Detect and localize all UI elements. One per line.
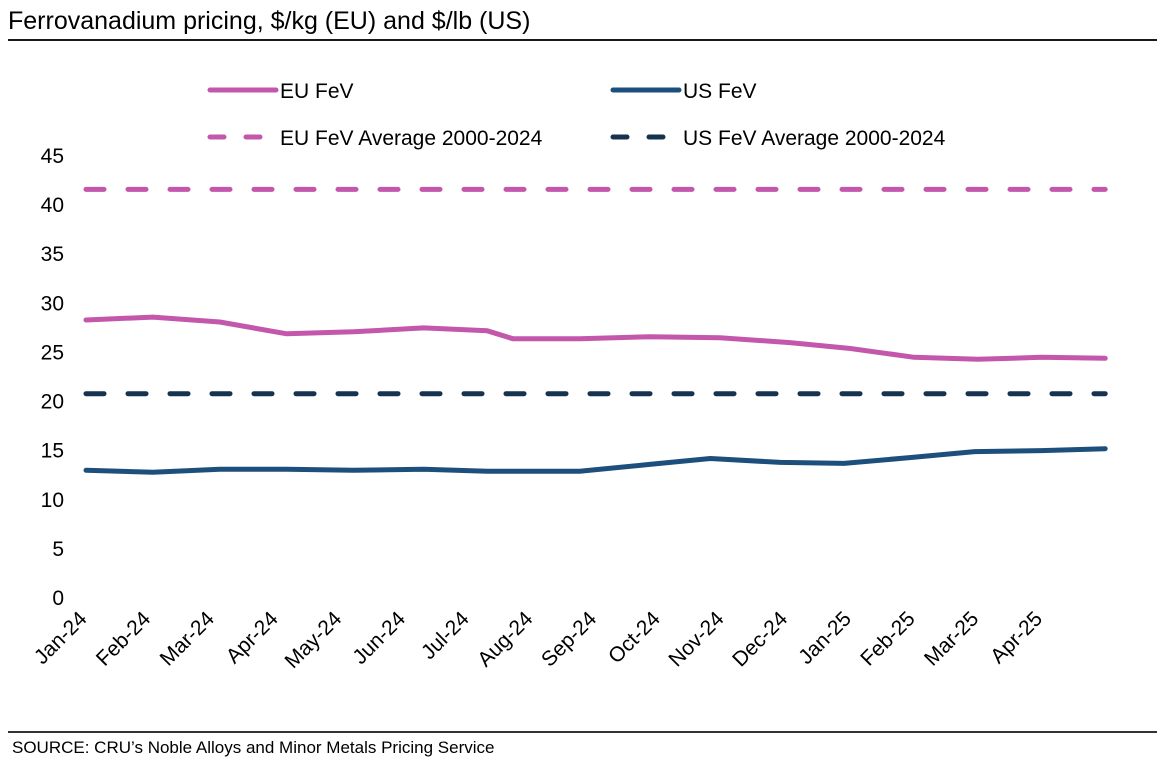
y-tick-label: 5 bbox=[52, 538, 64, 561]
legend-label: US FeV Average 2000-2024 bbox=[683, 127, 946, 150]
x-tick-label: Apr-24 bbox=[222, 607, 283, 668]
legend-label: EU FeV Average 2000-2024 bbox=[280, 127, 543, 150]
legend-item: US FeV bbox=[610, 80, 757, 103]
y-tick-label: 40 bbox=[41, 194, 64, 217]
legend-label: US FeV bbox=[683, 80, 757, 103]
source-divider bbox=[8, 731, 1157, 733]
legend-item: EU FeV bbox=[207, 80, 354, 103]
x-tick-label: Mar-24 bbox=[156, 607, 220, 671]
title-divider bbox=[8, 39, 1157, 41]
y-tick-label: 35 bbox=[41, 243, 64, 266]
y-tick-label: 45 bbox=[41, 145, 64, 168]
x-tick-label: Apr-25 bbox=[986, 607, 1047, 668]
y-tick-label: 10 bbox=[41, 489, 64, 512]
y-tick-label: 25 bbox=[41, 341, 64, 364]
x-tick-label: Jun-24 bbox=[348, 607, 410, 669]
y-tick-label: 20 bbox=[41, 391, 64, 414]
series-line-eu-fev bbox=[83, 314, 1108, 362]
series-group bbox=[83, 186, 1108, 475]
x-tick-label: Sep-24 bbox=[537, 607, 601, 671]
x-tick-label: Jul-24 bbox=[417, 607, 474, 664]
x-tick-label: Jan-25 bbox=[794, 607, 856, 669]
x-tick-label: Feb-24 bbox=[92, 607, 156, 671]
legend-item: US FeV Average 2000-2024 bbox=[610, 127, 946, 150]
legend: EU FeV US FeV EU FeV Average 2000-2024 US F… bbox=[207, 80, 946, 150]
x-tick-label: Mar-25 bbox=[920, 607, 983, 670]
source-note: SOURCE: CRU’s Noble Alloys and Minor Met… bbox=[12, 738, 495, 757]
x-tick-label: May-24 bbox=[281, 607, 347, 673]
x-tick-label: Jan-24 bbox=[30, 607, 92, 669]
legend-label: EU FeV bbox=[280, 80, 354, 103]
y-tick-label: 0 bbox=[52, 587, 64, 610]
series-line-us-fev bbox=[83, 446, 1108, 475]
legend-item: EU FeV Average 2000-2024 bbox=[207, 127, 543, 150]
x-tick-label: Dec-24 bbox=[728, 607, 792, 671]
x-tick-label: Oct-24 bbox=[604, 607, 665, 668]
x-tick-label: Nov-24 bbox=[664, 607, 728, 671]
chart-title: Ferrovanadium pricing, $/kg (EU) and $/l… bbox=[8, 7, 531, 35]
y-axis: 0 5 10 15 20 25 30 35 40 45 bbox=[41, 145, 64, 610]
y-tick-label: 30 bbox=[41, 292, 64, 315]
y-tick-label: 15 bbox=[41, 440, 64, 463]
x-tick-label: Aug-24 bbox=[473, 607, 537, 671]
x-tick-label: Feb-25 bbox=[856, 607, 919, 670]
